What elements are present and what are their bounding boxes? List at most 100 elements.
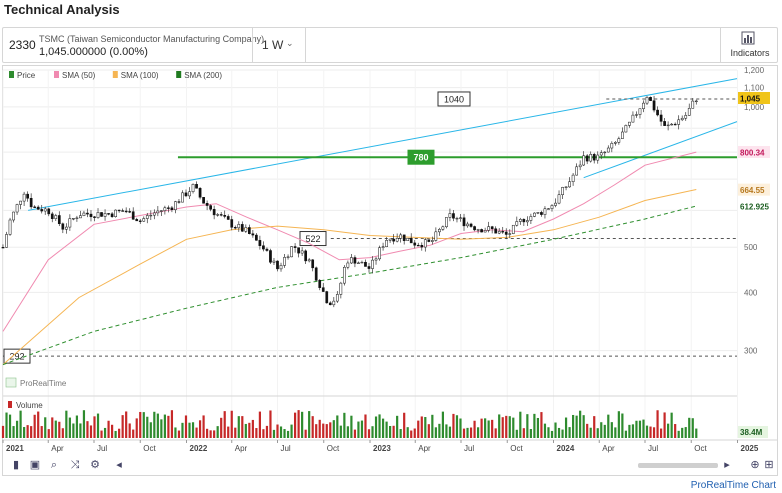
volume-bar [466, 427, 469, 438]
volume-bar [455, 415, 459, 438]
candle-body [557, 194, 561, 204]
x-tick-label: 2023 [373, 444, 391, 453]
candle-body [645, 97, 649, 104]
scroll-right-icon[interactable]: ▸ [724, 459, 730, 471]
volume-bar [649, 426, 652, 438]
x-tick-label: Oct [327, 444, 340, 453]
footer-credit[interactable]: ProRealTime Chart [690, 480, 776, 491]
volume-bar [79, 423, 82, 438]
chevron-down-icon[interactable]: ⌄ [286, 38, 294, 48]
sma200-tag: 612.925 [740, 203, 769, 212]
share-icon[interactable]: ⤨ [70, 459, 80, 471]
indicators-icon[interactable] [741, 31, 755, 45]
candle-body [121, 210, 125, 212]
legend-label: Price [17, 71, 36, 80]
volume-bar [357, 421, 360, 438]
volume-bar [663, 412, 666, 438]
candle-body [543, 208, 547, 215]
volume-bar [371, 426, 374, 438]
volume-bar [128, 423, 131, 438]
save-icon[interactable]: ▣ [29, 459, 41, 471]
volume-bar [181, 422, 184, 438]
volume-bar [519, 411, 522, 438]
candle-body [163, 207, 167, 211]
candle-body [181, 192, 184, 203]
timeframe-select[interactable]: 1 W [262, 38, 284, 52]
settings-icon[interactable]: ⚙ [90, 459, 100, 471]
x-tick-label: Apr [418, 444, 431, 453]
scroll-left-icon[interactable]: ◂ [116, 459, 122, 471]
sma200-tag-box [738, 200, 770, 213]
candle-body [300, 250, 304, 254]
candle-body [610, 143, 614, 149]
volume-tag: 38.4M [740, 428, 763, 437]
volume-bar [86, 421, 89, 438]
x-tick-label: Apr [602, 444, 615, 453]
volume-bar [191, 422, 195, 438]
y-tick-label: 1,000 [744, 103, 765, 112]
candle-body [508, 233, 512, 235]
x-tick-label: Oct [510, 444, 523, 453]
candle-body [75, 217, 79, 219]
candle-body [399, 234, 403, 239]
volume-bar [121, 415, 124, 438]
volume-bar [659, 428, 663, 438]
candle-body [666, 124, 670, 127]
volume-bar [494, 428, 497, 438]
candle-body [152, 212, 156, 216]
candle-body [311, 259, 315, 269]
volume-bar [652, 427, 656, 438]
candle-body [43, 208, 47, 212]
volume-bar [184, 415, 188, 438]
zoom-icon[interactable]: ⌕ [50, 459, 58, 471]
volume-bar [631, 424, 635, 438]
indicators-button[interactable] [720, 28, 778, 62]
volume-bar [413, 428, 416, 438]
volume-bar [244, 423, 247, 438]
candle-body [691, 100, 695, 109]
candle-body [276, 260, 279, 270]
candle-body [561, 187, 564, 195]
watermark-icon [5, 377, 17, 388]
volume-bar [575, 415, 578, 438]
volume-bar [389, 425, 392, 438]
volume-bar [564, 417, 568, 438]
fit-icon[interactable]: ⊞ [764, 459, 774, 471]
candle-body [631, 114, 635, 123]
bar-chart-icon[interactable]: ▮ [12, 459, 20, 471]
volume-bar [153, 411, 156, 438]
volume-bar [540, 412, 543, 438]
volume-bar [61, 428, 64, 438]
candle-body [511, 224, 515, 234]
candle-body [286, 256, 290, 258]
zoom-in-icon[interactable]: ⊕ [750, 459, 760, 471]
volume-bar [255, 428, 258, 438]
candle-body [515, 221, 519, 226]
candle-body [596, 154, 600, 161]
candle-body [219, 214, 223, 216]
volume-bar [40, 426, 43, 438]
candle-body [195, 184, 198, 189]
volume-bar [491, 419, 494, 438]
level-label: 292 [9, 352, 24, 362]
candle-body [642, 102, 645, 109]
volume-bar [498, 414, 501, 438]
candle-body [114, 209, 117, 217]
volume-bar [336, 415, 339, 438]
volume-bar [188, 422, 191, 438]
horizontal-scrollbar[interactable] [638, 463, 718, 468]
candle-body [364, 261, 367, 267]
volume-bar [550, 430, 554, 438]
candle-body [177, 201, 181, 203]
candle-body [50, 213, 54, 219]
candle-body [445, 217, 448, 228]
volume-bar [554, 422, 557, 438]
candle-body [89, 213, 93, 218]
volume-bar [325, 424, 328, 438]
volume-bar [501, 417, 504, 438]
candle-body [174, 201, 177, 210]
indicators-label[interactable]: Indicators [730, 48, 770, 58]
candle-body [72, 218, 75, 220]
candle-body [237, 224, 241, 229]
